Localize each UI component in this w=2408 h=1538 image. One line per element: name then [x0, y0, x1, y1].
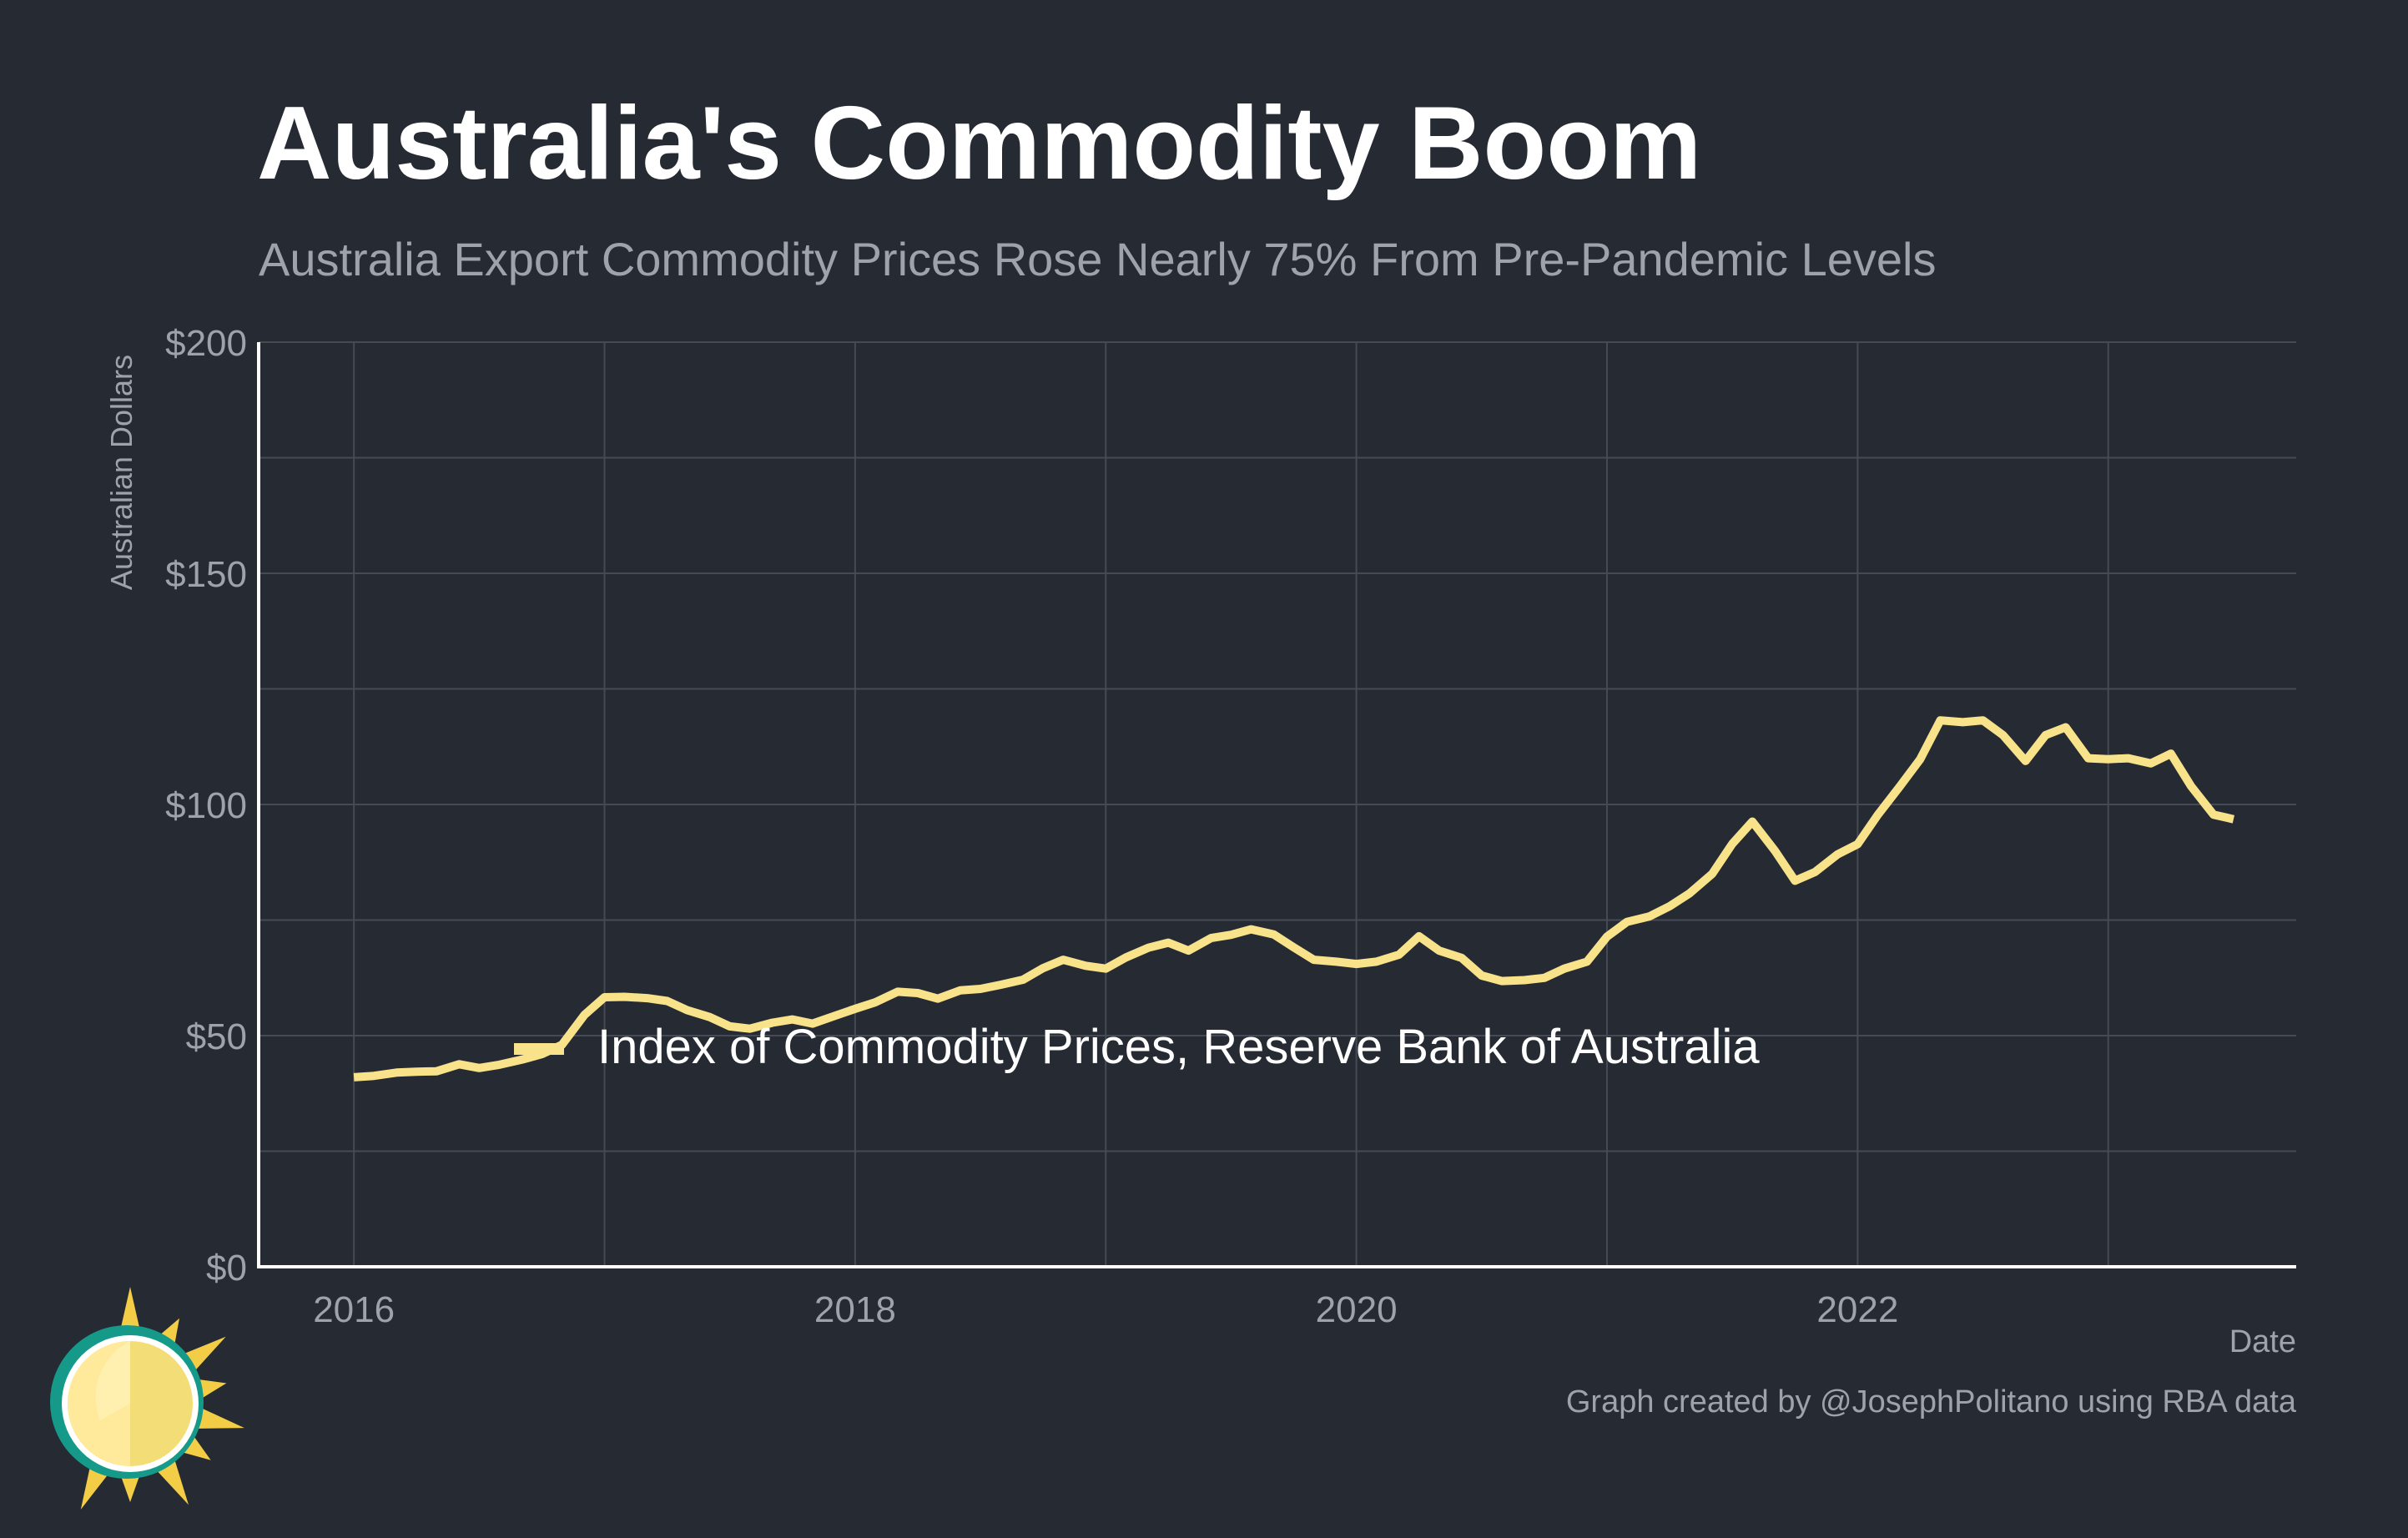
y-tick-label: $200 [165, 323, 247, 364]
x-tick-label: 2018 [814, 1289, 896, 1330]
legend-label: Index of Commodity Prices, Reserve Bank … [597, 1020, 1760, 1074]
x-tick-label: 2022 [1816, 1289, 1898, 1330]
sun-logo-icon [50, 1287, 244, 1510]
series-line [353, 716, 2235, 1082]
sun-ray [177, 1431, 211, 1460]
tick-labels: $0 $50 $100 $150 $200 2016 2018 2020 2022 [165, 323, 1898, 1330]
sun-ray [192, 1405, 244, 1429]
chart-subtitle: Australia Export Commodity Prices Rose N… [259, 233, 1937, 285]
x-tick-label: 2020 [1316, 1289, 1398, 1330]
axes [257, 342, 2296, 1268]
y-axis-label: Australian Dollars [104, 355, 139, 590]
y-tick-label: $50 [186, 1016, 247, 1057]
chart-title: Australia's Commodity Boom [257, 86, 1702, 201]
y-tick-label: $0 [206, 1248, 247, 1288]
sun-ray [118, 1287, 142, 1339]
x-tick-label: 2016 [313, 1289, 395, 1330]
series-lines [353, 716, 2235, 1082]
x-axis-label: Date [2229, 1324, 2296, 1359]
legend: Index of Commodity Prices, Reserve Bank … [514, 1020, 1760, 1074]
source-caption: Graph created by @JosephPolitano using R… [1565, 1384, 2296, 1419]
y-tick-label: $100 [165, 785, 247, 826]
grid-lines [259, 341, 2296, 1267]
y-tick-label: $150 [165, 554, 247, 595]
